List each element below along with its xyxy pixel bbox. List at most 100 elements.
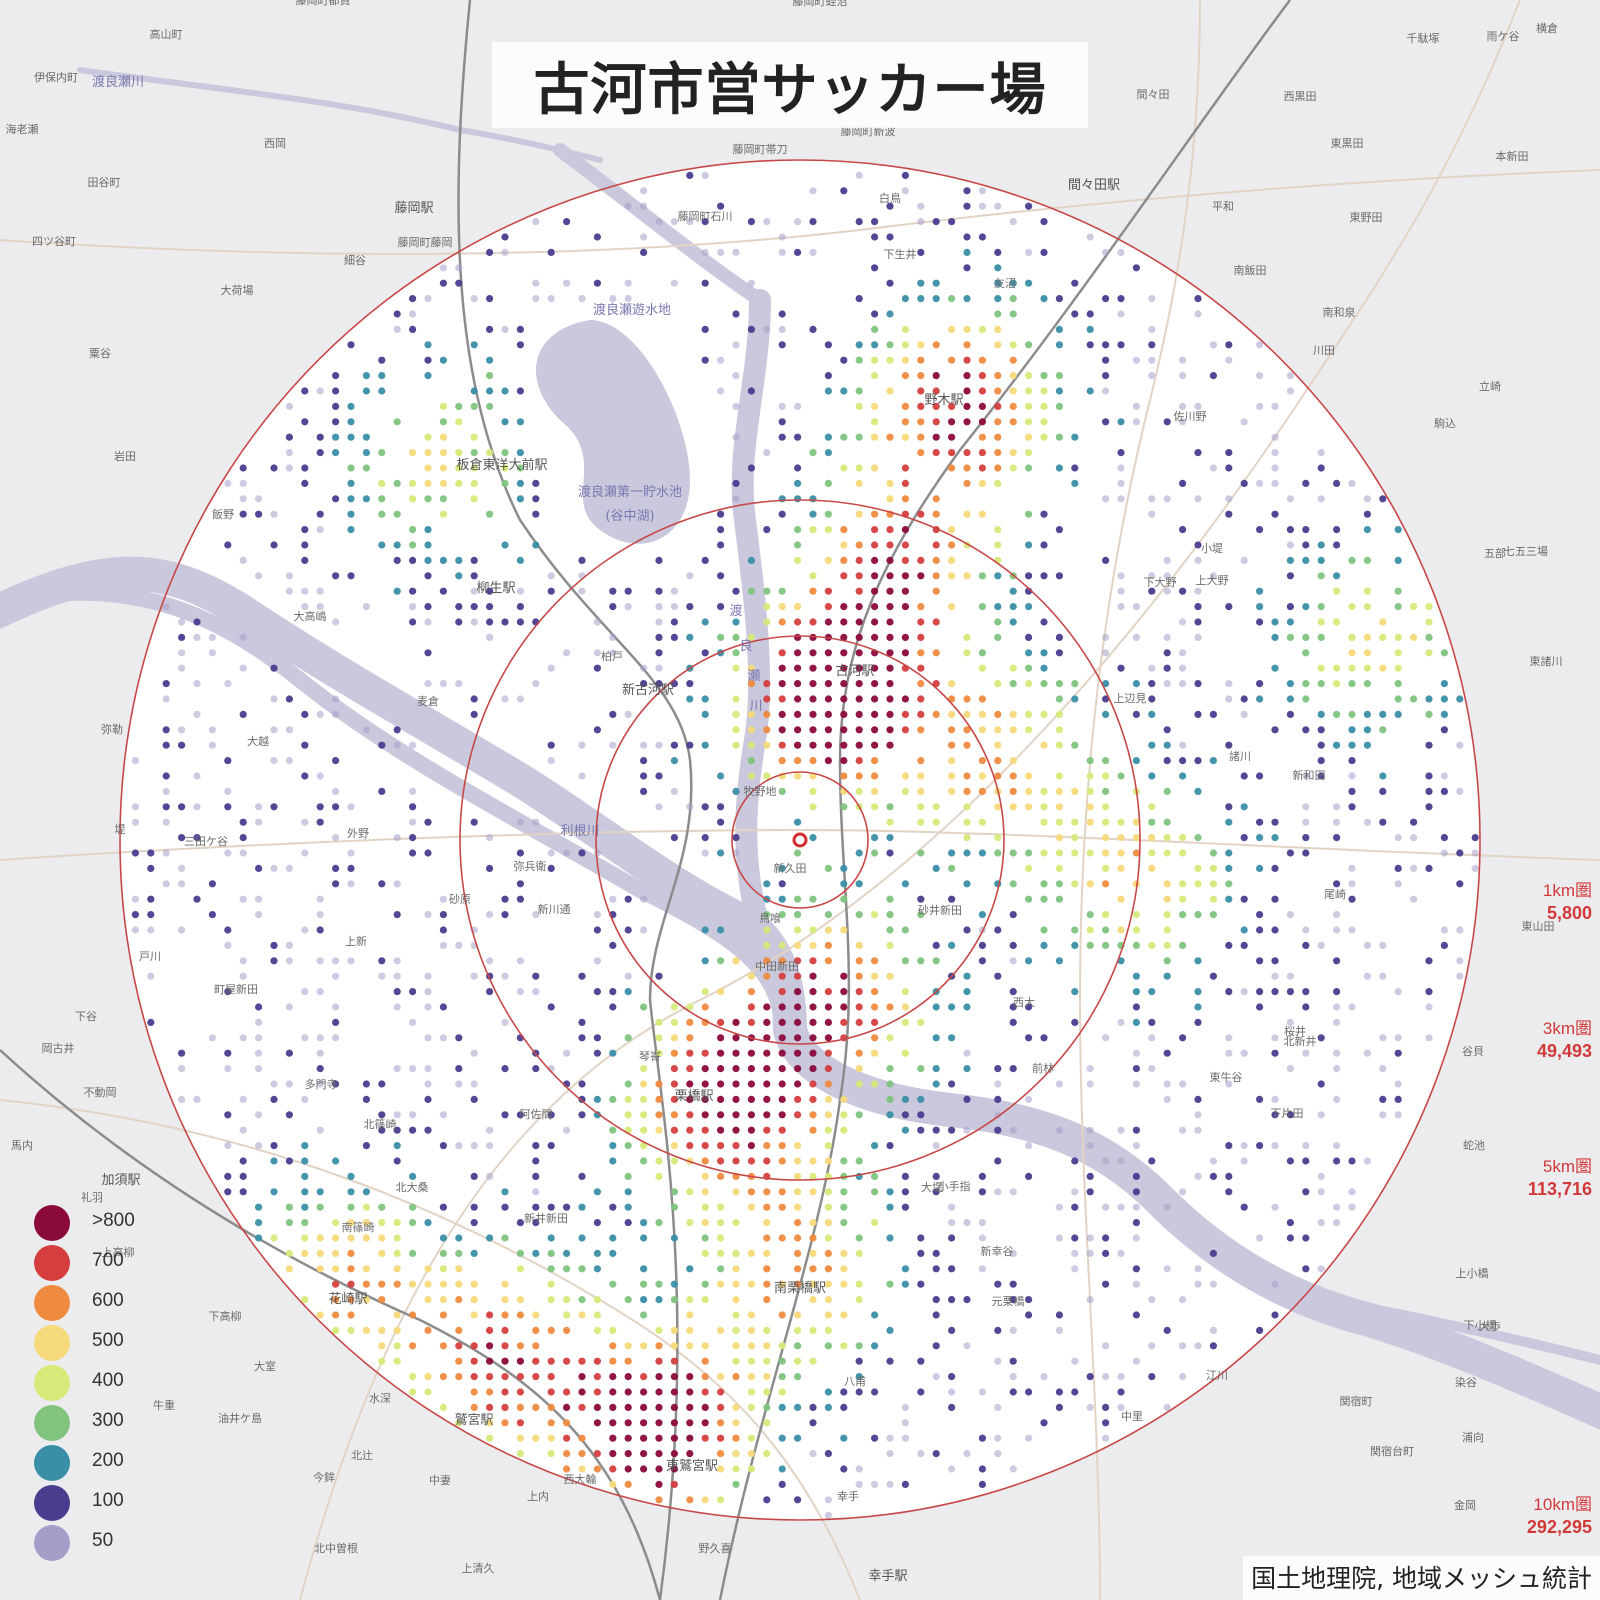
mesh-dot [1425, 803, 1433, 811]
mesh-dot [963, 402, 971, 410]
mesh-dot [347, 402, 355, 410]
mesh-dot [778, 1080, 786, 1088]
mesh-dot [655, 1111, 663, 1119]
mesh-dot [1256, 818, 1264, 826]
place-label: 麦倉 [417, 694, 439, 708]
mesh-dot [301, 818, 309, 826]
mesh-dot [640, 772, 648, 780]
mesh-dot [640, 895, 648, 903]
mesh-dot [439, 911, 447, 919]
mesh-dot [255, 1142, 263, 1150]
mesh-dot [393, 541, 401, 549]
mesh-dot [948, 1326, 956, 1334]
mesh-dot [547, 864, 555, 873]
mesh-dot [917, 1234, 925, 1242]
mesh-dot [778, 864, 786, 873]
mesh-dot [1040, 387, 1048, 395]
mesh-dot [178, 649, 186, 657]
mesh-dot [670, 218, 679, 226]
mesh-dot [270, 803, 278, 811]
mesh-dot [1209, 757, 1217, 765]
mesh-dot [809, 972, 817, 980]
mesh-dot [270, 695, 278, 703]
mesh-dot [1117, 772, 1125, 780]
mesh-dot [994, 279, 1002, 287]
mesh-dot [1132, 264, 1140, 272]
legend-label: >800 [92, 1210, 135, 1231]
mesh-dot [901, 464, 910, 472]
mesh-dot [1009, 1280, 1017, 1288]
mesh-dot [794, 1049, 802, 1057]
mesh-dot [917, 911, 925, 919]
mesh-dot [1363, 526, 1371, 534]
mesh-dot [301, 603, 309, 611]
mesh-dot [701, 803, 709, 811]
mesh-dot [840, 633, 848, 642]
mesh-dot [655, 1373, 663, 1381]
mesh-dot [670, 757, 679, 765]
mesh-dot [871, 264, 879, 272]
mesh-dot [1286, 1157, 1294, 1165]
mesh-dot [655, 972, 663, 980]
mesh-dot [131, 895, 139, 903]
mesh-dot [1086, 341, 1094, 349]
mesh-dot [239, 818, 247, 826]
mesh-dot [886, 911, 894, 919]
mesh-dot [347, 1188, 355, 1196]
mesh-dot [670, 618, 679, 626]
mesh-dot [1379, 787, 1387, 796]
mesh-dot [763, 1388, 771, 1396]
mesh-dot [1209, 849, 1217, 857]
mesh-dot [1440, 834, 1448, 842]
mesh-dot [1179, 372, 1187, 380]
mesh-dot [547, 248, 555, 256]
mesh-dot [1117, 926, 1125, 934]
mesh-dot [886, 1188, 894, 1196]
mesh-dot [994, 464, 1002, 472]
mesh-dot [886, 695, 894, 703]
mesh-dot [963, 818, 971, 826]
mesh-dot [470, 1311, 478, 1319]
mesh-dot [1209, 372, 1217, 380]
mesh-dot [224, 479, 232, 487]
mesh-dot [563, 1296, 571, 1304]
mesh-dot [285, 1157, 293, 1165]
station-label: 加須駅 [101, 1173, 140, 1188]
mesh-dot [455, 449, 463, 457]
mesh-dot [347, 880, 355, 888]
legend-label: 50 [92, 1530, 114, 1551]
mesh-dot [1317, 757, 1325, 765]
mesh-dot [224, 1142, 232, 1150]
mesh-dot [686, 1388, 694, 1396]
mesh-dot [994, 741, 1002, 749]
place-label: 藤岡町蛭沼 [793, 0, 848, 8]
mesh-dot [978, 757, 987, 765]
mesh-dot [840, 541, 848, 549]
mesh-dot [932, 957, 940, 965]
mesh-dot [455, 1065, 463, 1073]
venue-marker[interactable] [792, 832, 808, 848]
mesh-dot [347, 849, 355, 857]
mesh-dot [794, 1373, 802, 1381]
mesh-dot [640, 202, 648, 210]
mesh-dot [332, 402, 340, 410]
mesh-dot [470, 1203, 478, 1211]
mesh-dot [1394, 603, 1402, 611]
mesh-dot [840, 926, 848, 934]
mesh-dot [1132, 1188, 1140, 1196]
mesh-dot [409, 587, 417, 595]
mesh-dot [1055, 880, 1063, 888]
mesh-dot [701, 1373, 709, 1381]
mesh-dot [732, 1018, 740, 1026]
mesh-dot [1055, 787, 1063, 796]
mesh-dot [624, 1188, 632, 1196]
mesh-dot [532, 1203, 540, 1211]
mesh-dot [378, 1111, 386, 1119]
station-label: 古河駅 [835, 664, 874, 679]
mesh-dot [316, 1188, 324, 1196]
mesh-dot [640, 233, 648, 241]
mesh-dot [1025, 864, 1033, 873]
mesh-dot [409, 618, 417, 626]
